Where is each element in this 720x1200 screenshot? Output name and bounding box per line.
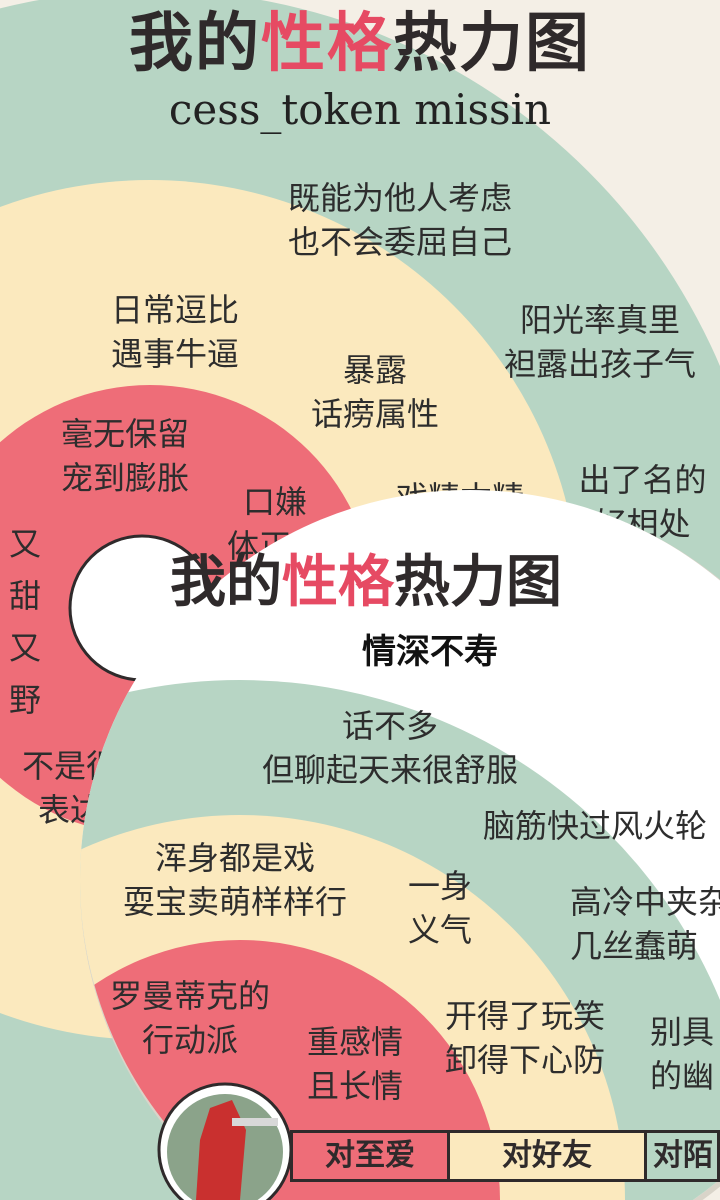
top-title-c: 热力图 [393, 7, 591, 81]
top-title: 我的性格热力图 [0, 4, 720, 84]
bottom-mid-center: 一身 义气 [407, 867, 472, 949]
tab-to-strangers[interactable]: 对陌 [644, 1130, 720, 1182]
bottom-subtitle: 情深不寿 [362, 632, 498, 672]
bottom-middle-ring [80, 815, 625, 1200]
top-title-b: 性格 [261, 7, 393, 81]
top-outer-text: 既能为他人考虑 也不会委屈自己 [287, 179, 512, 261]
top-title-a: 我的 [129, 7, 261, 81]
bottom-title-a: 我的 [170, 550, 282, 615]
bottom-outer-right-2: 高冷中夹杂 几丝蠢萌 [570, 883, 720, 965]
bottom-inner-left: 罗曼蒂克的 行动派 [109, 977, 270, 1059]
tab-to-beloved[interactable]: 对至爱 [290, 1130, 450, 1182]
bottom-title-b: 性格 [282, 550, 394, 615]
top-subtitle: cess_token missin [168, 85, 552, 134]
top-inner-vertical: 又 甜 又 野 [8, 525, 41, 719]
bottom-mid-right: 开得了玩笑 卸得下心防 [444, 997, 605, 1079]
bottom-outer-right-1: 脑筋快过风火轮 [482, 807, 707, 845]
top-mid-left: 日常逗比 遇事牛逼 [110, 291, 239, 373]
bottom-inner-center: 重感情 且长情 [306, 1023, 403, 1105]
bottom-title-c: 热力图 [394, 550, 562, 615]
avatar-bench [232, 1118, 278, 1126]
bottom-mid-left: 浑身都是戏 耍宝卖萌样样行 [122, 839, 347, 921]
top-outer-right-2: 出了名的 好相处 [578, 461, 707, 543]
relation-tabs: 对至爱 对好友 对陌 [290, 1130, 720, 1182]
tab-to-friends[interactable]: 对好友 [447, 1130, 647, 1182]
top-mid-center: 暴露 话痨属性 [310, 351, 439, 433]
top-inner-top: 毫无保留 宠到膨胀 [60, 415, 189, 497]
bottom-title: 我的性格热力图 [170, 548, 720, 618]
bottom-outer-top: 话不多 但聊起天来很舒服 [261, 707, 518, 789]
bottom-outer-right-3: 别具 的幽 [650, 1013, 715, 1095]
top-outer-right-1: 阳光率真里 袒露出孩子气 [503, 301, 696, 383]
